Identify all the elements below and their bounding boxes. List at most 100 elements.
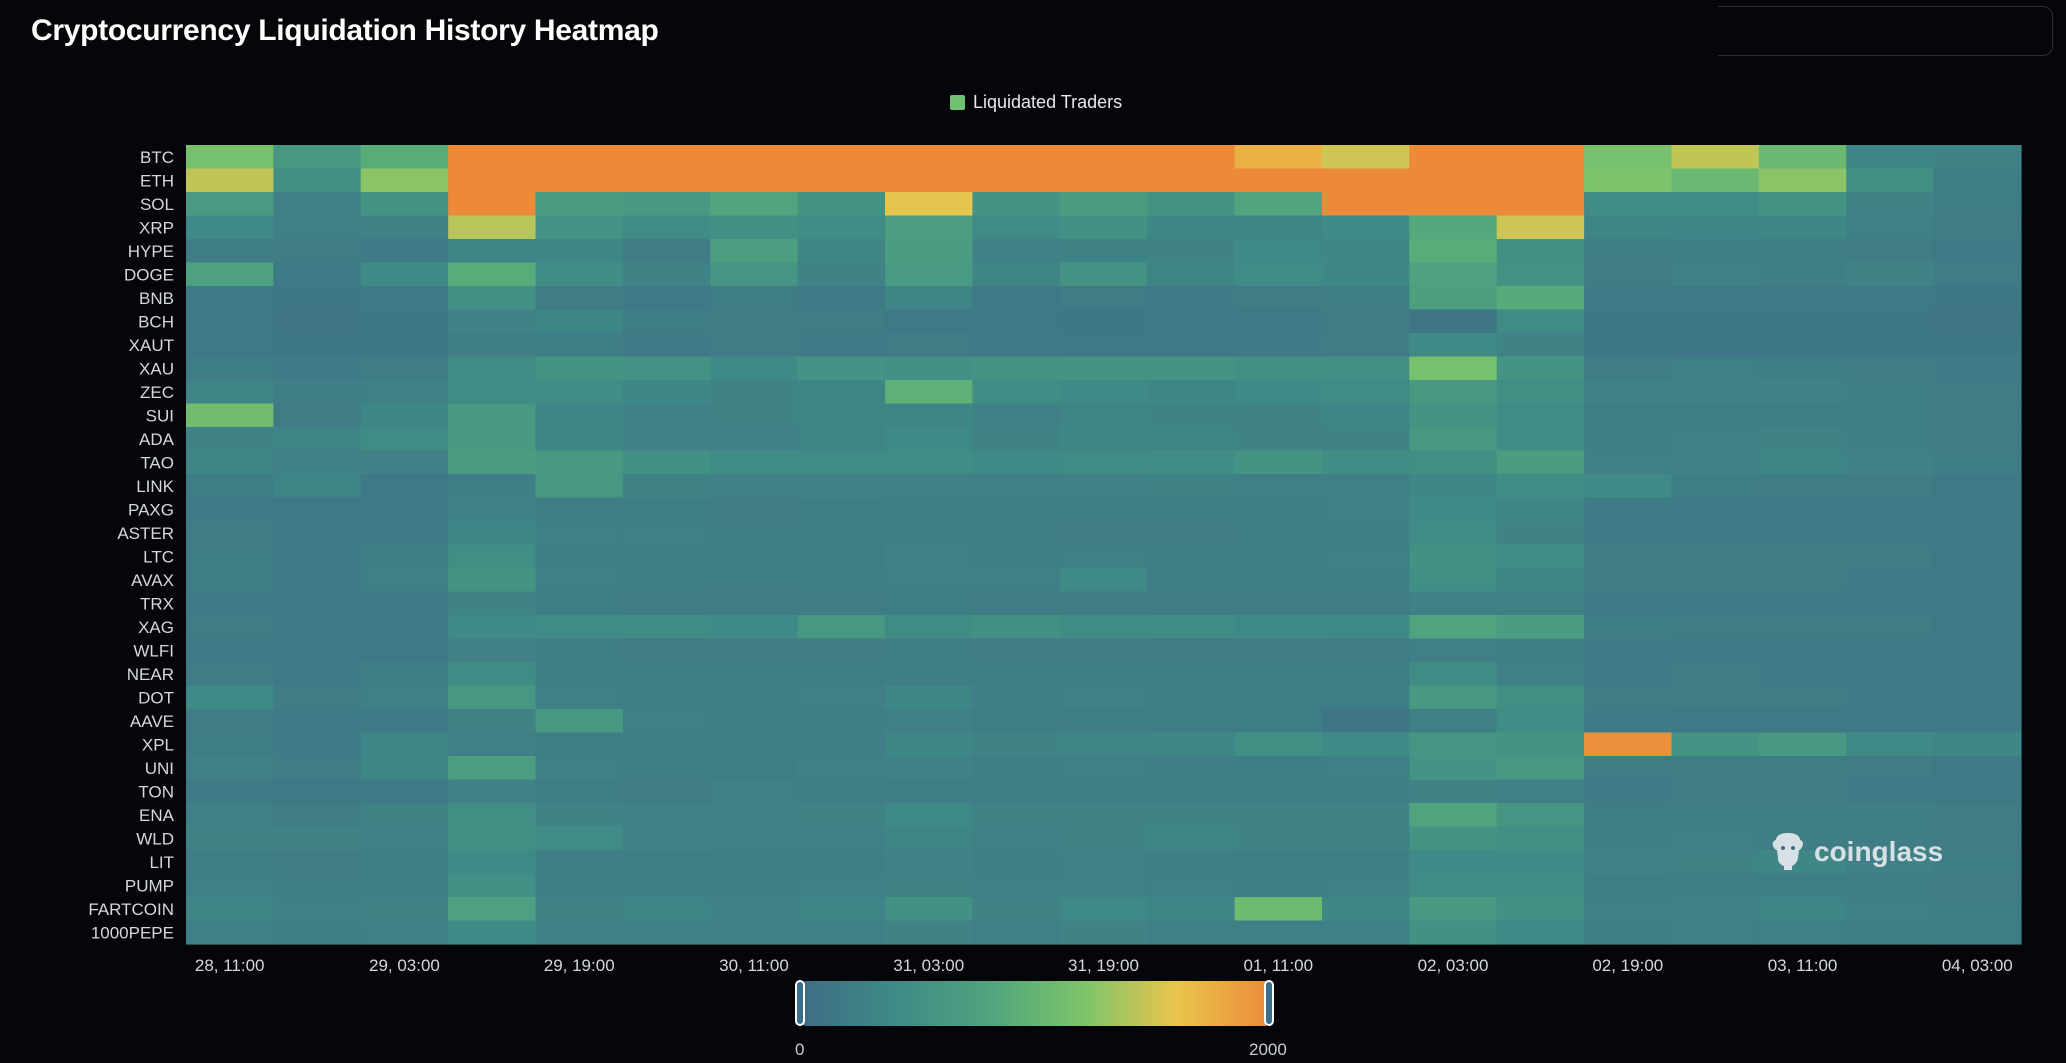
heatmap-cell[interactable] xyxy=(186,920,274,945)
heatmap-cell[interactable] xyxy=(710,474,799,499)
heatmap-cell[interactable] xyxy=(448,215,537,240)
heatmap-cell[interactable] xyxy=(885,638,974,663)
heatmap-cell[interactable] xyxy=(1846,356,1935,381)
heatmap-cell[interactable] xyxy=(1234,685,1323,710)
heatmap-cell[interactable] xyxy=(797,356,886,381)
heatmap-cell[interactable] xyxy=(1234,262,1323,287)
heatmap-cell[interactable] xyxy=(1059,309,1148,334)
heatmap-cell[interactable] xyxy=(1846,756,1935,781)
heatmap-cell[interactable] xyxy=(1059,262,1148,287)
heatmap-cell[interactable] xyxy=(1147,427,1236,452)
heatmap-cell[interactable] xyxy=(1933,709,2022,734)
heatmap-cell[interactable] xyxy=(1496,309,1585,334)
heatmap-cell[interactable] xyxy=(186,168,274,193)
heatmap-cell[interactable] xyxy=(1584,356,1673,381)
heatmap-cell[interactable] xyxy=(1147,450,1236,475)
heatmap-cell[interactable] xyxy=(1234,779,1323,804)
heatmap-cell[interactable] xyxy=(1409,779,1498,804)
heatmap-cell[interactable] xyxy=(1059,826,1148,851)
heatmap-cell[interactable] xyxy=(797,756,886,781)
heatmap-cell[interactable] xyxy=(360,615,449,640)
heatmap-cell[interactable] xyxy=(1147,380,1236,405)
heatmap-cell[interactable] xyxy=(273,897,362,922)
top-right-panel[interactable] xyxy=(1718,6,2053,56)
heatmap-cell[interactable] xyxy=(885,521,974,546)
heatmap-cell[interactable] xyxy=(885,850,974,875)
heatmap-cell[interactable] xyxy=(797,262,886,287)
heatmap-cell[interactable] xyxy=(622,732,711,757)
heatmap-cell[interactable] xyxy=(448,192,537,217)
heatmap-cell[interactable] xyxy=(448,309,537,334)
heatmap-cell[interactable] xyxy=(1846,239,1935,264)
heatmap-cell[interactable] xyxy=(1671,685,1760,710)
heatmap-cell[interactable] xyxy=(1321,709,1410,734)
heatmap-cell[interactable] xyxy=(1758,168,1847,193)
heatmap-cell[interactable] xyxy=(535,662,624,687)
heatmap-cell[interactable] xyxy=(1147,685,1236,710)
heatmap-cell[interactable] xyxy=(535,850,624,875)
heatmap-cell[interactable] xyxy=(1671,309,1760,334)
heatmap-cell[interactable] xyxy=(1147,309,1236,334)
heatmap-cell[interactable] xyxy=(1059,779,1148,804)
heatmap-cell[interactable] xyxy=(1321,638,1410,663)
heatmap-cell[interactable] xyxy=(360,803,449,828)
heatmap-cell[interactable] xyxy=(1846,145,1935,170)
heatmap-cell[interactable] xyxy=(1059,192,1148,217)
heatmap-cell[interactable] xyxy=(360,403,449,428)
heatmap-cell[interactable] xyxy=(1147,262,1236,287)
heatmap-cell[interactable] xyxy=(1496,474,1585,499)
heatmap-cell[interactable] xyxy=(1671,450,1760,475)
heatmap-cell[interactable] xyxy=(885,803,974,828)
heatmap-cell[interactable] xyxy=(1584,521,1673,546)
heatmap-cell[interactable] xyxy=(622,309,711,334)
heatmap-cell[interactable] xyxy=(972,850,1061,875)
heatmap-cell[interactable] xyxy=(710,709,799,734)
heatmap-cell[interactable] xyxy=(1584,732,1673,757)
heatmap-cell[interactable] xyxy=(710,403,799,428)
heatmap-cell[interactable] xyxy=(1496,380,1585,405)
heatmap-cell[interactable] xyxy=(710,215,799,240)
heatmap-cell[interactable] xyxy=(1933,239,2022,264)
heatmap-cell[interactable] xyxy=(1409,450,1498,475)
heatmap-cell[interactable] xyxy=(972,356,1061,381)
heatmap-cell[interactable] xyxy=(535,615,624,640)
heatmap-cell[interactable] xyxy=(535,568,624,593)
heatmap-cell[interactable] xyxy=(1496,803,1585,828)
heatmap-cell[interactable] xyxy=(535,215,624,240)
heatmap-cell[interactable] xyxy=(186,309,274,334)
heatmap-cell[interactable] xyxy=(622,920,711,945)
heatmap-cell[interactable] xyxy=(1758,309,1847,334)
heatmap-cell[interactable] xyxy=(186,803,274,828)
heatmap-cell[interactable] xyxy=(1409,685,1498,710)
heatmap-cell[interactable] xyxy=(1496,333,1585,358)
heatmap-cell[interactable] xyxy=(1321,215,1410,240)
heatmap-cell[interactable] xyxy=(186,615,274,640)
heatmap-cell[interactable] xyxy=(1584,145,1673,170)
heatmap-cell[interactable] xyxy=(1846,638,1935,663)
heatmap-cell[interactable] xyxy=(535,427,624,452)
heatmap-cell[interactable] xyxy=(273,732,362,757)
heatmap-cell[interactable] xyxy=(1409,850,1498,875)
heatmap-cell[interactable] xyxy=(710,897,799,922)
heatmap-cell[interactable] xyxy=(1584,756,1673,781)
heatmap-cell[interactable] xyxy=(360,779,449,804)
heatmap-cell[interactable] xyxy=(360,497,449,522)
heatmap-cell[interactable] xyxy=(972,591,1061,616)
heatmap-cell[interactable] xyxy=(1234,544,1323,569)
heatmap-cell[interactable] xyxy=(1409,591,1498,616)
heatmap-cell[interactable] xyxy=(1758,239,1847,264)
heatmap-cell[interactable] xyxy=(1758,356,1847,381)
heatmap-cell[interactable] xyxy=(186,591,274,616)
heatmap-cell[interactable] xyxy=(1321,474,1410,499)
heatmap-cell[interactable] xyxy=(1846,403,1935,428)
heatmap-cell[interactable] xyxy=(1933,732,2022,757)
heatmap-cell[interactable] xyxy=(273,709,362,734)
heatmap-cell[interactable] xyxy=(1933,168,2022,193)
heatmap-cell[interactable] xyxy=(972,497,1061,522)
heatmap-cell[interactable] xyxy=(622,474,711,499)
heatmap-cell[interactable] xyxy=(1584,662,1673,687)
heatmap-cell[interactable] xyxy=(535,897,624,922)
heatmap-cell[interactable] xyxy=(1933,192,2022,217)
heatmap-cell[interactable] xyxy=(360,145,449,170)
heatmap-cell[interactable] xyxy=(1321,521,1410,546)
